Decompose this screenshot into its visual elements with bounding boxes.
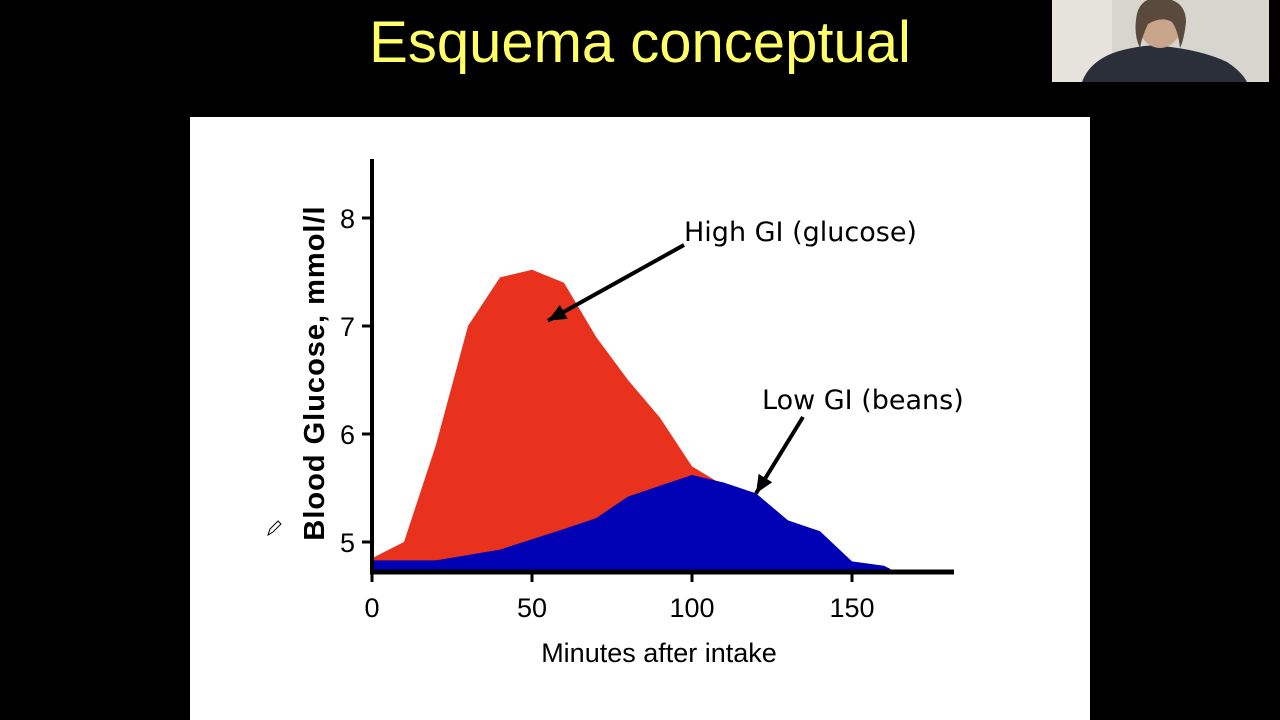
arrow-head-icon [548,304,568,321]
annotation-arrow [547,243,685,323]
webcam-video [1052,0,1269,82]
x-tick-label: 150 [829,593,874,623]
annotation-label: Low GI (beans) [762,385,964,416]
y-tick-label: 5 [340,528,355,558]
series-area-low-gi [372,475,891,572]
y-tick-label: 6 [340,420,355,450]
y-tick-label: 8 [340,204,355,234]
x-axis-label: Minutes after intake [541,638,777,668]
slide-title: Esquema conceptual [369,10,911,75]
arrow-head-icon [756,473,773,494]
blood-glucose-chart: 0 50 100 150 5 6 7 8 Blood Glucose, mmol/l Minu… [299,159,964,668]
y-axis-label: Blood Glucose, mmol/l [299,205,331,540]
x-tick-label: 50 [517,593,547,623]
chart-panel: 0 50 100 150 5 6 7 8 Blood Glucose, mmol/l Minu… [190,117,1090,720]
annotation-label: High GI (glucose) [684,217,917,248]
y-tick-label: 7 [340,312,355,342]
x-tick-label: 100 [669,593,714,623]
presenter-video-icon [1052,0,1269,82]
pen-cursor-icon [267,520,282,537]
x-tick-label: 0 [364,593,379,623]
